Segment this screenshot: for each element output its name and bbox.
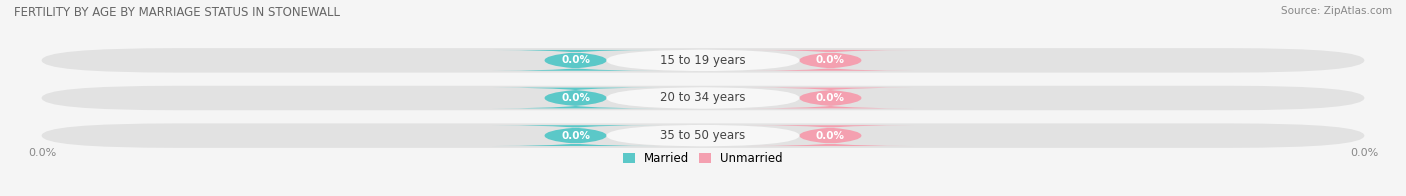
Text: 0.0%: 0.0% [1350,148,1378,158]
FancyBboxPatch shape [492,50,659,71]
Text: 35 to 50 years: 35 to 50 years [661,129,745,142]
Text: 15 to 19 years: 15 to 19 years [661,54,745,67]
Text: FERTILITY BY AGE BY MARRIAGE STATUS IN STONEWALL: FERTILITY BY AGE BY MARRIAGE STATUS IN S… [14,6,340,19]
Text: 0.0%: 0.0% [561,55,591,65]
Text: 0.0%: 0.0% [815,131,845,141]
FancyBboxPatch shape [42,123,1364,148]
FancyBboxPatch shape [747,50,914,71]
FancyBboxPatch shape [492,88,659,108]
Text: 0.0%: 0.0% [815,93,845,103]
Text: Source: ZipAtlas.com: Source: ZipAtlas.com [1281,6,1392,16]
FancyBboxPatch shape [606,125,800,147]
FancyBboxPatch shape [42,48,1364,73]
FancyBboxPatch shape [42,86,1364,110]
FancyBboxPatch shape [492,125,659,146]
FancyBboxPatch shape [747,125,914,146]
Text: 0.0%: 0.0% [561,131,591,141]
FancyBboxPatch shape [606,87,800,109]
Text: 0.0%: 0.0% [815,55,845,65]
FancyBboxPatch shape [747,88,914,108]
Legend: Married, Unmarried: Married, Unmarried [619,147,787,170]
Text: 0.0%: 0.0% [561,93,591,103]
FancyBboxPatch shape [606,49,800,71]
Text: 0.0%: 0.0% [28,148,56,158]
Text: 20 to 34 years: 20 to 34 years [661,92,745,104]
